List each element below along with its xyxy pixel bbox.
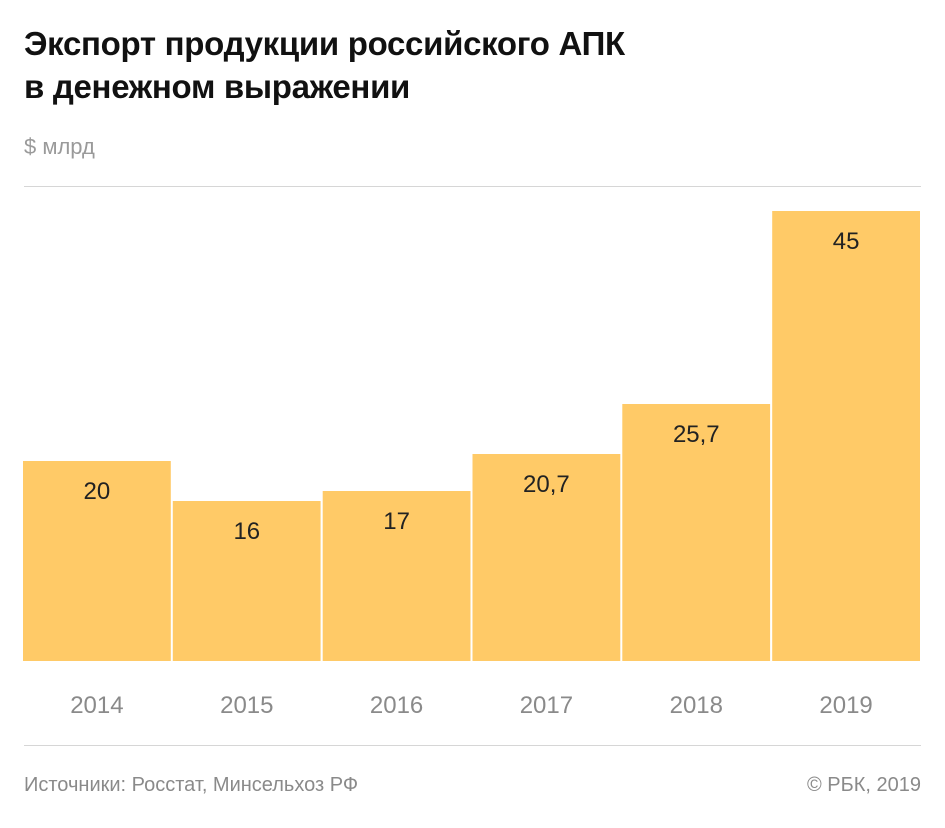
x-tick-label-2015: 2015 — [220, 692, 273, 719]
bar-2019 — [772, 211, 920, 661]
value-label-2017: 20,7 — [523, 471, 570, 498]
bar-2016 — [322, 491, 471, 661]
x-tick-label-2018: 2018 — [670, 692, 723, 719]
value-label-2015: 16 — [233, 518, 260, 545]
x-tick-label-2017: 2017 — [520, 692, 573, 719]
unit-label: $ млрд — [24, 134, 95, 159]
copyright-note: © РБК, 2019 — [806, 774, 921, 796]
bar-2017 — [472, 454, 621, 661]
bar-2014 — [23, 461, 171, 661]
value-label-2014: 20 — [84, 478, 111, 505]
value-label-2016: 17 — [383, 508, 410, 535]
x-tick-label-2014: 2014 — [70, 692, 123, 719]
bar-2015 — [172, 501, 321, 661]
source-note: Источники: Росстат, Минсельхоз РФ — [24, 774, 359, 796]
title-line-2: в денежном выражении — [24, 68, 411, 105]
value-label-2019: 45 — [833, 228, 860, 255]
title-line-1: Экспорт продукции российского АПК — [24, 25, 625, 62]
bar-chart: 20 2014 16 2015 17 2016 20,7 2017 25,7 2018 45 2019 — [23, 211, 920, 719]
value-label-2018: 25,7 — [673, 421, 720, 448]
x-tick-label-2016: 2016 — [370, 692, 423, 719]
chart-title: Экспорт продукции российского АПК в дене… — [24, 22, 924, 108]
x-tick-label-2019: 2019 — [819, 692, 872, 719]
top-rule — [24, 186, 921, 187]
bottom-rule — [24, 745, 921, 746]
bar-2018 — [622, 404, 771, 661]
